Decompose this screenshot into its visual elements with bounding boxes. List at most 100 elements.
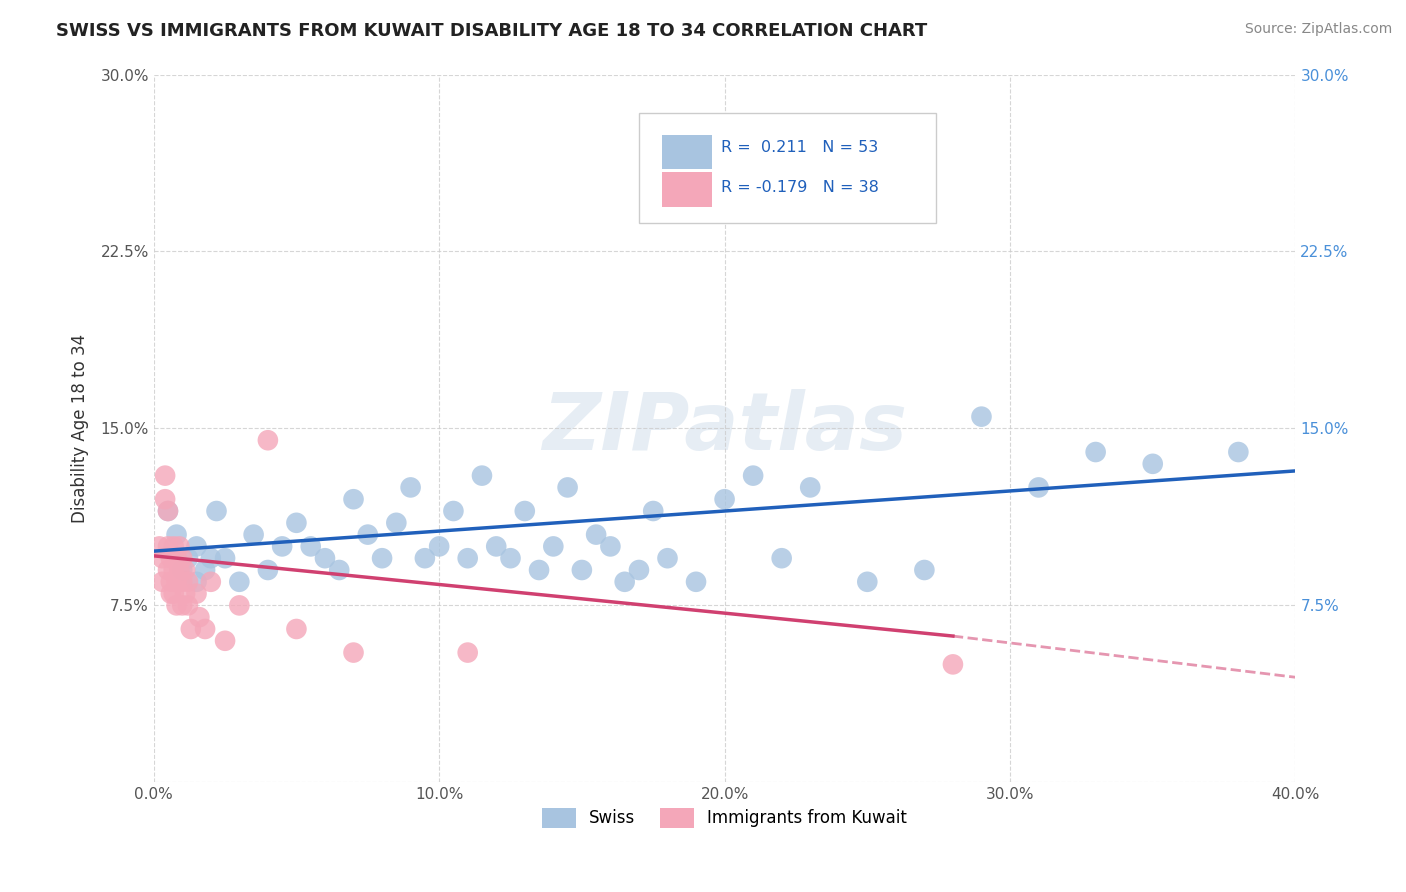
- Point: [970, 409, 993, 424]
- Point: [205, 504, 228, 518]
- Point: [242, 527, 264, 541]
- Point: [153, 468, 176, 483]
- Point: [194, 622, 217, 636]
- Point: [150, 574, 173, 589]
- Text: R =  0.211   N = 53: R = 0.211 N = 53: [721, 140, 879, 155]
- Point: [499, 551, 522, 566]
- Point: [299, 540, 322, 554]
- Point: [153, 492, 176, 507]
- Point: [1142, 457, 1164, 471]
- Point: [513, 504, 536, 518]
- Point: [457, 646, 479, 660]
- Point: [357, 527, 380, 541]
- Text: Source: ZipAtlas.com: Source: ZipAtlas.com: [1244, 22, 1392, 37]
- Point: [770, 551, 793, 566]
- Point: [186, 586, 208, 600]
- Point: [257, 434, 280, 448]
- Text: SWISS VS IMMIGRANTS FROM KUWAIT DISABILITY AGE 18 TO 34 CORRELATION CHART: SWISS VS IMMIGRANTS FROM KUWAIT DISABILI…: [56, 22, 928, 40]
- Point: [214, 551, 236, 566]
- Point: [169, 540, 191, 554]
- Point: [371, 551, 394, 566]
- Point: [713, 492, 735, 507]
- Point: [471, 468, 494, 483]
- Point: [172, 599, 194, 613]
- Point: [342, 646, 364, 660]
- Point: [166, 527, 188, 541]
- Point: [643, 504, 665, 518]
- Point: [285, 516, 308, 530]
- Point: [527, 563, 550, 577]
- Point: [571, 563, 593, 577]
- Point: [177, 599, 200, 613]
- Point: [172, 563, 194, 577]
- Point: [172, 574, 194, 589]
- Point: [285, 622, 308, 636]
- FancyBboxPatch shape: [638, 113, 936, 223]
- Point: [160, 574, 183, 589]
- Point: [543, 540, 565, 554]
- Point: [180, 622, 202, 636]
- Point: [1028, 480, 1050, 494]
- Point: [228, 574, 250, 589]
- Point: [188, 610, 211, 624]
- Point: [427, 540, 450, 554]
- Point: [342, 492, 364, 507]
- Point: [156, 504, 179, 518]
- Point: [166, 551, 188, 566]
- Point: [156, 540, 179, 554]
- Point: [174, 586, 197, 600]
- Point: [257, 563, 280, 577]
- Text: R = -0.179   N = 38: R = -0.179 N = 38: [721, 180, 879, 195]
- Point: [657, 551, 679, 566]
- Legend: Swiss, Immigrants from Kuwait: Swiss, Immigrants from Kuwait: [536, 802, 914, 834]
- Point: [166, 574, 188, 589]
- Point: [163, 586, 186, 600]
- Point: [150, 551, 173, 566]
- Point: [186, 574, 208, 589]
- Point: [613, 574, 636, 589]
- Point: [585, 527, 607, 541]
- Point: [160, 586, 183, 600]
- Point: [163, 540, 186, 554]
- Point: [200, 551, 222, 566]
- FancyBboxPatch shape: [662, 172, 711, 207]
- Text: ZIPatlas: ZIPatlas: [543, 390, 907, 467]
- Point: [166, 599, 188, 613]
- Point: [856, 574, 879, 589]
- Point: [457, 551, 479, 566]
- Point: [186, 540, 208, 554]
- Point: [485, 540, 508, 554]
- Point: [627, 563, 650, 577]
- Point: [328, 563, 350, 577]
- Point: [228, 599, 250, 613]
- Point: [163, 563, 186, 577]
- Point: [942, 657, 965, 672]
- Point: [160, 551, 183, 566]
- Point: [271, 540, 294, 554]
- Point: [214, 633, 236, 648]
- Point: [385, 516, 408, 530]
- Point: [742, 468, 765, 483]
- Point: [399, 480, 422, 494]
- FancyBboxPatch shape: [662, 135, 711, 169]
- Point: [200, 574, 222, 589]
- Point: [156, 563, 179, 577]
- Point: [685, 574, 707, 589]
- Point: [1227, 445, 1250, 459]
- Point: [314, 551, 336, 566]
- Point: [799, 480, 821, 494]
- Point: [177, 574, 200, 589]
- Point: [148, 540, 170, 554]
- Point: [177, 551, 200, 566]
- Point: [599, 540, 621, 554]
- Point: [441, 504, 464, 518]
- Point: [194, 563, 217, 577]
- Point: [413, 551, 436, 566]
- Point: [1084, 445, 1107, 459]
- Point: [557, 480, 579, 494]
- Point: [174, 563, 197, 577]
- Y-axis label: Disability Age 18 to 34: Disability Age 18 to 34: [72, 334, 89, 523]
- Point: [172, 551, 194, 566]
- Point: [156, 504, 179, 518]
- Point: [169, 563, 191, 577]
